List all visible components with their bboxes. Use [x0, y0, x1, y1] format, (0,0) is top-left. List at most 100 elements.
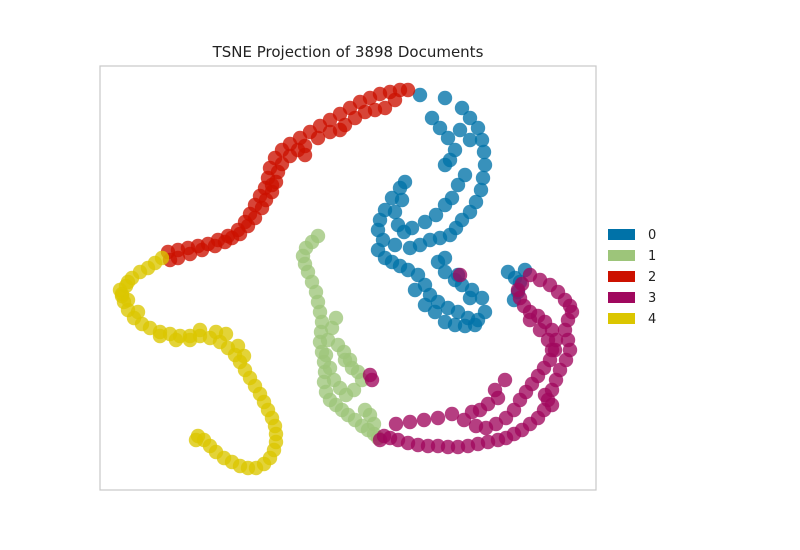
- legend-swatch-2: [608, 271, 635, 282]
- scatter-point-series-3-39: [416, 412, 432, 428]
- scatter-point-series-3-41: [444, 406, 460, 422]
- scatter-point-series-0-55: [417, 297, 433, 313]
- scatter-point-series-2-47: [254, 200, 270, 216]
- scatter-point-series-0-51: [437, 250, 453, 266]
- scatter-point-series-0-79: [428, 207, 444, 223]
- scatter-point-series-1-36: [318, 347, 334, 363]
- legend-label-4: 4: [648, 312, 656, 327]
- scatter-point-series-3-69: [497, 372, 513, 388]
- scatter-point-series-0-27: [394, 192, 410, 208]
- legend-swatch-4: [608, 313, 635, 324]
- legend-label-3: 3: [648, 291, 656, 306]
- scatter-point-series-2-38: [310, 130, 326, 146]
- scatter-point-series-0-7: [477, 157, 493, 173]
- scatter-point-series-0-0: [412, 87, 428, 103]
- scatter-point-series-3-67: [544, 342, 560, 358]
- scatter-point-series-4-46: [236, 348, 252, 364]
- scatter-point-series-4-53: [130, 304, 146, 320]
- scatter-point-series-1-35: [322, 360, 338, 376]
- scatter-point-series-4-48: [208, 324, 224, 340]
- scatter-point-series-4-51: [168, 332, 184, 348]
- scatter-point-series-3-65: [532, 322, 548, 338]
- scatter-point-series-2-59: [264, 177, 280, 193]
- scatter-point-series-3-63: [514, 276, 530, 292]
- scatter-point-series-0-78: [437, 197, 453, 213]
- scatter-point-series-0-19: [387, 237, 403, 253]
- scatter-point-series-2-30: [387, 92, 403, 108]
- scatter-point-series-3-38: [402, 414, 418, 430]
- scatter-point-series-0-75: [457, 167, 473, 183]
- scatter-point-series-2-37: [322, 124, 338, 140]
- scatter-point-series-0-80: [417, 214, 433, 230]
- scatter-point-series-0-67: [424, 110, 440, 126]
- scatter-point-series-2-54: [194, 242, 210, 258]
- scatter-point-series-3-64: [522, 312, 538, 328]
- scatter-point-series-3-29: [430, 438, 446, 454]
- points-layer: [112, 82, 580, 476]
- scatter-point-series-2-58: [297, 147, 313, 163]
- scatter-point-series-2-29: [400, 82, 416, 98]
- scatter-point-series-3-27: [450, 439, 466, 455]
- scatter-point-series-0-45: [474, 290, 490, 306]
- scatter-point-series-4-52: [152, 328, 168, 344]
- legend-label-0: 0: [648, 228, 656, 243]
- scatter-point-series-3-36: [372, 432, 388, 448]
- scatter-point-series-0-18: [402, 240, 418, 256]
- scatter-point-series-0-9: [473, 182, 489, 198]
- scatter-point-series-3-77: [364, 372, 380, 388]
- scatter-point-series-4-49: [192, 322, 208, 338]
- scatter-point-series-0-49: [437, 264, 453, 280]
- scatter-point-series-0-28: [387, 204, 403, 220]
- scatter-point-series-4-44: [188, 432, 204, 448]
- scatter-point-series-1-34: [326, 372, 342, 388]
- legend: 0 1 2 3 4: [608, 228, 656, 327]
- scatter-point-series-4-50: [182, 332, 198, 348]
- scatter-point-series-0-26: [397, 174, 413, 190]
- scatter-point-series-1-44: [366, 416, 382, 432]
- scatter-point-series-0-8: [475, 170, 491, 186]
- scatter-point-series-1-42: [342, 352, 358, 368]
- scatter-point-series-0-56: [427, 304, 443, 320]
- scatter-point-series-0-76: [450, 177, 466, 193]
- scatter-point-series-0-4: [470, 120, 486, 136]
- scatter-point-series-3-0: [452, 267, 468, 283]
- scatter-point-series-0-6: [476, 144, 492, 160]
- scatter-point-series-1-45: [357, 402, 373, 418]
- scatter-point-series-0-53: [462, 290, 478, 306]
- series-2: [160, 82, 416, 268]
- scatter-point-series-3-74: [537, 387, 553, 403]
- series-0: [370, 87, 533, 334]
- scatter-point-series-0-5: [474, 132, 490, 148]
- scatter-point-series-3-37: [388, 416, 404, 432]
- legend-label-2: 2: [648, 270, 656, 285]
- scatter-point-series-0-1: [437, 90, 453, 106]
- legend-label-1: 1: [648, 249, 656, 264]
- scatter-point-series-0-72: [437, 157, 453, 173]
- chart-title: TSNE Projection of 3898 Documents: [212, 43, 484, 61]
- scatter-point-series-0-60: [467, 317, 483, 333]
- scatter-point-series-0-2: [454, 100, 470, 116]
- scatter-point-series-2-55: [182, 246, 198, 262]
- scatter-point-series-2-34: [347, 110, 363, 126]
- scatter-point-series-0-68: [432, 120, 448, 136]
- scatter-point-series-0-54: [407, 282, 423, 298]
- scatter-point-series-4-57: [120, 274, 136, 290]
- series-4: [112, 250, 284, 476]
- legend-swatch-0: [608, 229, 635, 240]
- legend-swatch-3: [608, 292, 635, 303]
- scatter-point-series-0-81: [404, 220, 420, 236]
- scatter-point-series-0-3: [462, 110, 478, 126]
- scatter-point-series-3-40: [430, 410, 446, 426]
- scatter-point-series-0-44: [477, 304, 493, 320]
- series-3: [362, 267, 580, 455]
- scatter-point-series-2-53: [207, 238, 223, 254]
- series-1: [295, 228, 386, 446]
- scatter-point-series-3-75: [544, 397, 560, 413]
- scatter-point-series-3-73: [464, 404, 480, 420]
- scatter-point-series-0-36: [410, 267, 426, 283]
- scatter-point-series-0-74: [462, 132, 478, 148]
- scatter-point-series-1-39: [328, 310, 344, 326]
- scatter-point-series-0-69: [440, 130, 456, 146]
